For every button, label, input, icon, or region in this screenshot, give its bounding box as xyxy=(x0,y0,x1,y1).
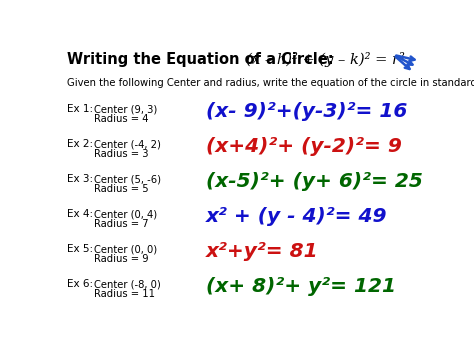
Text: Radius = 11: Radius = 11 xyxy=(94,289,155,299)
Text: Radius = 9: Radius = 9 xyxy=(94,255,149,264)
Text: Ex 6:: Ex 6: xyxy=(66,279,93,289)
Text: Ex 3:: Ex 3: xyxy=(66,174,93,184)
Text: (x- 9)²+(y-3)²= 16: (x- 9)²+(y-3)²= 16 xyxy=(206,102,408,121)
Text: Center (-4, 2): Center (-4, 2) xyxy=(94,139,161,149)
Text: Ex 2:: Ex 2: xyxy=(66,139,93,149)
Text: (x-5)²+ (y+ 6)²= 25: (x-5)²+ (y+ 6)²= 25 xyxy=(206,172,423,191)
Text: Center (0, 0): Center (0, 0) xyxy=(94,244,157,254)
Text: Radius = 7: Radius = 7 xyxy=(94,219,149,229)
Text: Center (-8, 0): Center (-8, 0) xyxy=(94,279,161,289)
Text: Center (9, 3): Center (9, 3) xyxy=(94,104,157,114)
Text: Radius = 5: Radius = 5 xyxy=(94,185,149,195)
Text: Ex 1:: Ex 1: xyxy=(66,104,93,114)
Text: x²+y²= 81: x²+y²= 81 xyxy=(206,242,319,261)
Text: x² + (y - 4)²= 49: x² + (y - 4)²= 49 xyxy=(206,207,388,226)
Text: (x+ 8)²+ y²= 121: (x+ 8)²+ y²= 121 xyxy=(206,277,396,296)
Text: Ex 4:: Ex 4: xyxy=(66,209,93,219)
Text: Given the following Center and radius, write the equation of the circle in stand: Given the following Center and radius, w… xyxy=(66,78,474,88)
Text: Radius = 3: Radius = 3 xyxy=(94,149,149,159)
Text: (x+4)²+ (y-2)²= 9: (x+4)²+ (y-2)²= 9 xyxy=(206,137,402,156)
Text: Writing the Equation of a Circle:: Writing the Equation of a Circle: xyxy=(66,52,333,67)
Text: Ex 5:: Ex 5: xyxy=(66,244,93,254)
Text: (x – h)² + (y – k)² = r²: (x – h)² + (y – k)² = r² xyxy=(237,52,405,67)
Text: Radius = 4: Radius = 4 xyxy=(94,115,149,125)
Text: Center (5, -6): Center (5, -6) xyxy=(94,174,161,184)
Text: Center (0, 4): Center (0, 4) xyxy=(94,209,157,219)
